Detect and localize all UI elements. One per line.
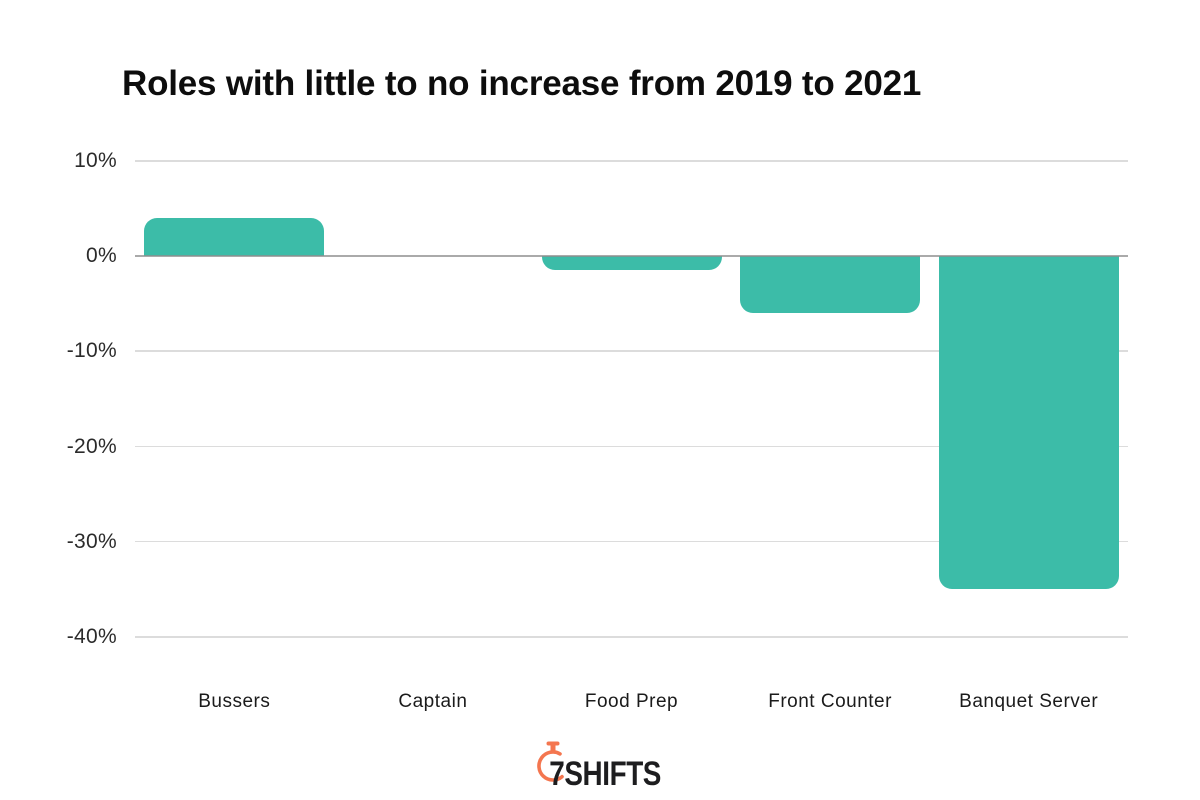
x-axis-category-label: Front Counter [768,691,892,712]
brand-logo: 7SHIFTS [537,741,661,790]
bar-front-counter [740,256,921,314]
x-axis-category-label: Bussers [198,691,271,712]
gridline [135,445,1128,448]
bar-banquet-server [938,256,1119,590]
gridline [135,350,1128,352]
y-axis-tick-label: -20% [66,434,117,458]
y-axis-tick-label: -10% [66,339,117,363]
stopwatch-icon [537,741,564,782]
y-axis-tick-label: 10% [74,149,117,172]
zero-baseline [135,255,1128,258]
bar-bussers [144,218,325,257]
x-axis-category-label: Food Prep [584,691,679,712]
y-axis-tick-label: -40% [66,625,117,648]
gridline [135,636,1128,638]
brand-logo-text: 7SHIFTS [549,754,661,790]
bar-food-prep [541,256,722,271]
gridline [135,540,1128,543]
y-axis-tick-label: -30% [66,529,117,553]
y-axis-tick-label: 0% [86,244,117,268]
x-axis-category-label: Banquet Server [959,691,1099,712]
chart-title: Roles with little to no increase from 20… [122,64,922,103]
gridline [135,160,1128,162]
x-axis-category-label: Captain [398,691,468,712]
